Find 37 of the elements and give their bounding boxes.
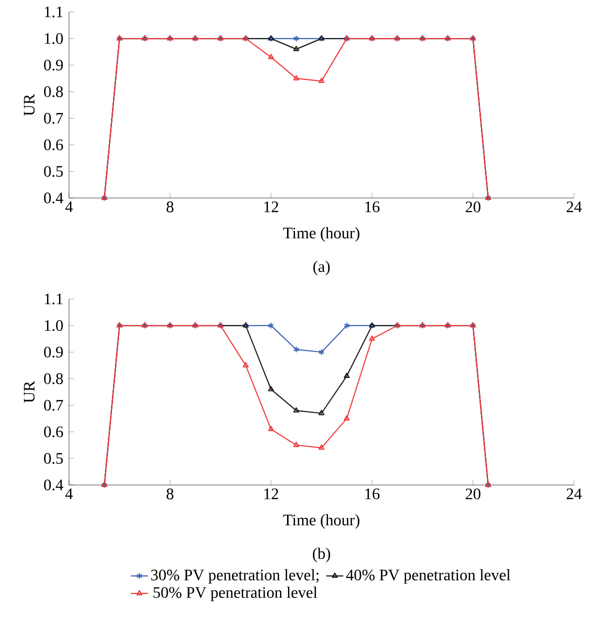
legend-label: 40% PV penetration level bbox=[346, 569, 510, 584]
x-tick-label: 8 bbox=[166, 488, 174, 500]
x-tick-label: 16 bbox=[365, 202, 380, 212]
y-tick-label: 0.4 bbox=[44, 480, 64, 490]
x-tick-label: 24 bbox=[566, 488, 582, 500]
y-tick-label: 1.1 bbox=[44, 294, 63, 304]
y-tick-label: 0.4 bbox=[44, 192, 64, 204]
y-tick-label: 1.0 bbox=[44, 320, 63, 332]
y-tick-label: 0.8 bbox=[44, 373, 63, 384]
x-tick-label: 20 bbox=[466, 202, 480, 212]
y-tick-label: 0.9 bbox=[44, 346, 63, 358]
text: (b) bbox=[312, 548, 330, 562]
y-axis-title: UR bbox=[24, 380, 35, 403]
y-axis-title: UR bbox=[24, 94, 35, 116]
y-tick-label: 0.6 bbox=[44, 139, 63, 150]
legend-label: 30% PV penetration level; bbox=[151, 569, 319, 584]
y-tick-label: 0.5 bbox=[44, 452, 63, 464]
y-tick-label: 0.7 bbox=[44, 112, 64, 124]
y-tick-label: 1.1 bbox=[44, 6, 63, 18]
x-tick-label: 8 bbox=[166, 202, 174, 212]
x-tick-label: 4 bbox=[65, 202, 73, 212]
legend-label: 50% PV penetration level bbox=[154, 586, 318, 602]
text: (a) bbox=[313, 260, 330, 276]
y-tick-label: 0.6 bbox=[44, 426, 63, 438]
x-tick-label: 24 bbox=[566, 202, 582, 212]
x-axis-title: Time (hour) bbox=[283, 227, 360, 242]
y-tick-label: 1.0 bbox=[44, 33, 63, 44]
x-tick-label: 12 bbox=[264, 488, 278, 500]
x-tick-label: 4 bbox=[65, 488, 73, 500]
x-tick-label: 12 bbox=[264, 202, 278, 212]
x-tick-label: 16 bbox=[365, 488, 380, 500]
x-axis-title: Time (hour) bbox=[283, 514, 360, 529]
y-tick-label: 0.8 bbox=[44, 86, 63, 98]
x-tick-label: 20 bbox=[466, 488, 480, 500]
y-tick-label: 0.7 bbox=[44, 400, 64, 411]
y-tick-label: 0.9 bbox=[44, 60, 63, 71]
y-tick-label: 0.5 bbox=[44, 166, 63, 177]
